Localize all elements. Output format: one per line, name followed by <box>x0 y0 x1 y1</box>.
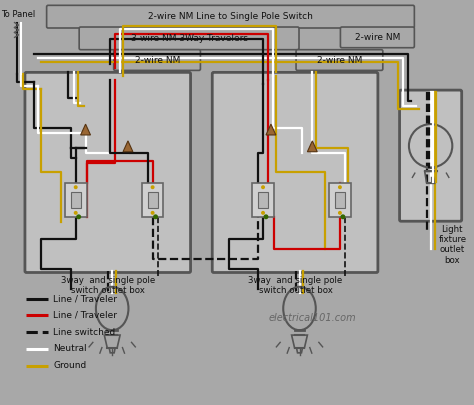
Text: electrical101.com: electrical101.com <box>268 313 356 323</box>
Circle shape <box>153 214 158 219</box>
Text: 3-wire NM 3Way Travelers: 3-wire NM 3Way Travelers <box>130 34 247 43</box>
FancyBboxPatch shape <box>340 27 414 48</box>
Text: 2-wire NM Line to Single Pole Switch: 2-wire NM Line to Single Pole Switch <box>148 12 313 21</box>
Bar <box>258 192 268 208</box>
Circle shape <box>261 211 265 215</box>
Polygon shape <box>266 124 276 135</box>
Bar <box>335 192 345 208</box>
Text: 2-wire NM: 2-wire NM <box>317 55 363 64</box>
Text: Line / Traveler: Line / Traveler <box>53 294 117 303</box>
Polygon shape <box>81 124 91 135</box>
Circle shape <box>264 214 268 219</box>
Circle shape <box>151 185 155 189</box>
Bar <box>329 183 351 217</box>
Text: To Panel: To Panel <box>1 10 36 19</box>
Bar <box>71 192 81 208</box>
FancyBboxPatch shape <box>79 27 299 50</box>
FancyBboxPatch shape <box>400 90 462 221</box>
FancyBboxPatch shape <box>25 72 191 273</box>
Polygon shape <box>123 141 133 152</box>
FancyBboxPatch shape <box>296 50 383 70</box>
Text: Line / Traveler: Line / Traveler <box>53 311 117 320</box>
Circle shape <box>338 211 342 215</box>
Bar <box>252 183 274 217</box>
Circle shape <box>74 185 78 189</box>
FancyBboxPatch shape <box>212 72 378 273</box>
Circle shape <box>151 211 155 215</box>
Text: Neutral: Neutral <box>53 344 87 354</box>
FancyBboxPatch shape <box>46 5 414 28</box>
Bar <box>148 192 157 208</box>
Circle shape <box>261 185 265 189</box>
Text: 2-wire NM: 2-wire NM <box>355 33 400 42</box>
Circle shape <box>76 214 81 219</box>
Text: 3way  and single pole
switch outlet box: 3way and single pole switch outlet box <box>61 276 155 295</box>
Text: 3way  and single pole
switch outlet box: 3way and single pole switch outlet box <box>248 276 343 295</box>
Polygon shape <box>307 141 317 152</box>
Text: Line switched: Line switched <box>53 328 115 337</box>
FancyBboxPatch shape <box>114 50 201 70</box>
Circle shape <box>340 214 346 219</box>
Circle shape <box>74 211 78 215</box>
Text: Ground: Ground <box>53 361 86 370</box>
Text: 2-wire NM: 2-wire NM <box>135 55 180 64</box>
Circle shape <box>338 185 342 189</box>
Bar <box>65 183 87 217</box>
Bar <box>142 183 164 217</box>
Text: Light
fixture
outlet
box: Light fixture outlet box <box>438 225 466 265</box>
